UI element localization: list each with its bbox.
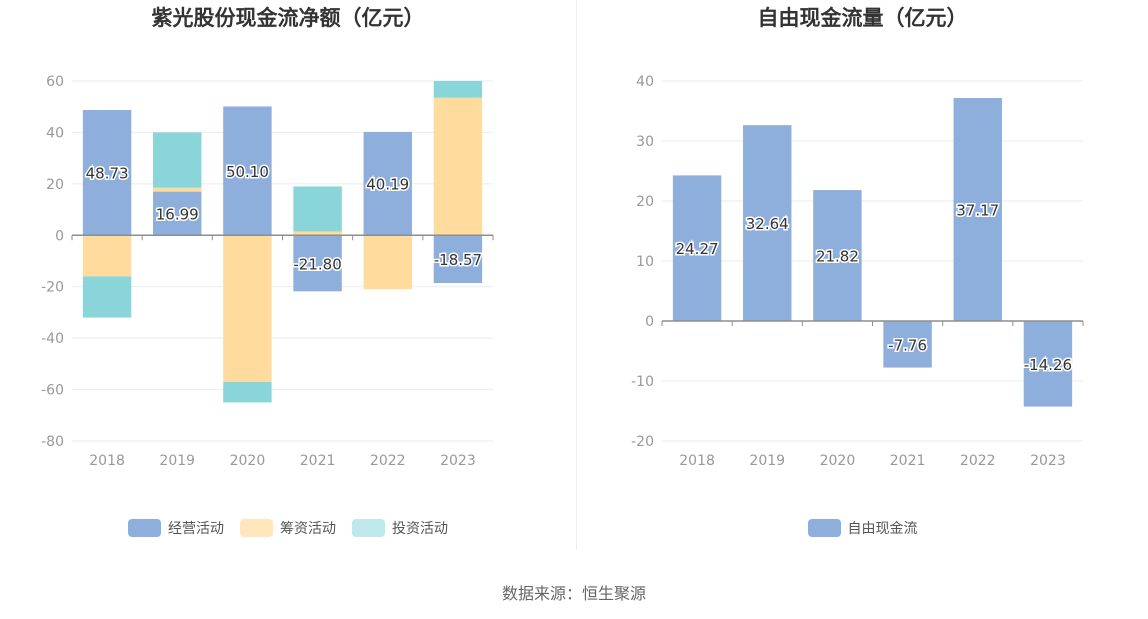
x-tick-label-2018: 2018 — [89, 453, 125, 469]
bar-经营活动-2020 — [223, 106, 272, 236]
legend-item-investing[interactable]: 投资活动 — [352, 518, 448, 538]
bar-自由现金流-2021 — [883, 321, 932, 368]
data-label-2020: 21.82 — [816, 248, 859, 266]
y-tick-label: 20 — [46, 177, 64, 193]
bar-经营活动-2019 — [153, 191, 202, 236]
y-tick-label: 0 — [55, 228, 64, 244]
legend-label-operating: 经营活动 — [168, 521, 224, 537]
bar-自由现金流-2023 — [1023, 321, 1073, 407]
y-tick-label: -20 — [41, 280, 64, 296]
data-label-2018: 24.27 — [676, 240, 719, 258]
x-tick-label-2021: 2021 — [890, 453, 926, 469]
bar-筹资活动-2022 — [363, 235, 412, 290]
data-label-2019: 32.64 — [746, 215, 789, 233]
x-tick-label-2023: 2023 — [1030, 453, 1066, 469]
legend-label-fcf: 自由现金流 — [847, 521, 918, 537]
data-label-2023: -18.57 — [434, 251, 482, 269]
x-tick-label-2020: 2020 — [820, 453, 856, 469]
bar-自由现金流-2019 — [743, 125, 792, 321]
y-tick-label: -20 — [631, 434, 654, 450]
bar-自由现金流-2020 — [813, 190, 862, 321]
y-tick-label: 10 — [636, 254, 654, 270]
free-cash-flow-chart: 40 30 20 10 0 -10 -20 2018 2019 2020 2021 2022 2023 2… — [631, 74, 1084, 469]
bar-经营活动-2022 — [363, 131, 412, 236]
bar-经营活动-2021 — [293, 235, 342, 292]
free-cash-flow-legend: 自由现金流 — [577, 518, 1148, 538]
legend-swatch-operating — [128, 519, 161, 537]
data-label-2021: -7.76 — [888, 336, 927, 354]
data-label-2022: 40.19 — [366, 176, 409, 194]
y-tick-label: 30 — [636, 134, 654, 150]
y-tick-label: 20 — [636, 194, 654, 210]
data-label-2019: 16.99 — [156, 205, 199, 223]
x-tick-label-2022: 2022 — [370, 453, 406, 469]
free-cash-flow-chart-panel: 自由现金流量（亿元） 40 30 20 10 0 -10 -20 2018 2019 2020 20… — [577, 0, 1148, 550]
y-tick-label: 40 — [636, 74, 654, 90]
x-tick-label-2021: 2021 — [300, 453, 336, 469]
bar-筹资活动-2018 — [82, 235, 132, 277]
legend-item-operating[interactable]: 经营活动 — [128, 518, 224, 538]
legend-swatch-investing — [352, 519, 385, 537]
cash-flow-chart: 60 40 20 0 -20 -40 -60 -80 2018 2019 2020 2021 2022 2… — [41, 74, 494, 469]
bar-自由现金流-2022 — [953, 97, 1002, 321]
panel-divider — [576, 0, 577, 550]
x-tick-label-2023: 2023 — [440, 453, 476, 469]
legend-swatch-fcf — [807, 519, 841, 537]
y-tick-label: -10 — [631, 374, 654, 390]
y-tick-label: -60 — [41, 383, 64, 399]
cash-flow-chart-title: 紫光股份现金流净额（亿元） — [151, 6, 425, 30]
x-tick-label-2022: 2022 — [960, 453, 996, 469]
bar-筹资活动-2020 — [223, 235, 272, 382]
bar-投资活动-2018 — [82, 276, 132, 318]
y-tick-label: -40 — [41, 331, 64, 347]
legend-item-financing[interactable]: 筹资活动 — [240, 518, 336, 538]
y-tick-label: 40 — [46, 125, 64, 141]
bar-经营活动-2023 — [433, 235, 483, 284]
data-label-2018: 48.73 — [86, 165, 129, 183]
bar-投资活动-2023 — [433, 81, 483, 98]
bar-投资活动-2020 — [223, 381, 272, 403]
y-tick-label: 60 — [46, 74, 64, 90]
x-tick-label-2019: 2019 — [749, 453, 785, 469]
free-cash-flow-chart-title: 自由现金流量（亿元） — [757, 6, 968, 30]
bar-投资活动-2019 — [153, 132, 202, 188]
cash-flow-legend: 经营活动 筹资活动 投资活动 — [0, 518, 576, 538]
legend-swatch-financing — [240, 519, 273, 537]
data-source-note: 数据来源：恒生聚源 — [501, 584, 646, 603]
y-tick-label: 0 — [645, 314, 654, 330]
bar-经营活动-2018 — [82, 109, 132, 236]
cash-flow-chart-panel: 紫光股份现金流净额（亿元） 60 40 20 0 -20 -40 -60 -80 2018 201… — [0, 0, 576, 550]
x-tick-label-2019: 2019 — [159, 453, 195, 469]
data-label-2023: -14.26 — [1024, 356, 1072, 374]
bar-自由现金流-2018 — [672, 175, 722, 321]
bar-筹资活动-2023 — [433, 97, 483, 236]
data-label-2022: 37.17 — [956, 201, 999, 219]
data-label-2021: -21.80 — [293, 255, 341, 273]
bar-筹资活动-2021 — [293, 231, 342, 236]
legend-label-financing: 筹资活动 — [280, 521, 336, 537]
y-tick-label: -80 — [41, 434, 64, 450]
bar-投资活动-2021 — [293, 186, 342, 232]
x-tick-label-2018: 2018 — [679, 453, 715, 469]
x-tick-label-2020: 2020 — [230, 453, 266, 469]
data-label-2020: 50.10 — [226, 163, 269, 181]
legend-item-fcf[interactable]: 自由现金流 — [807, 518, 918, 538]
bar-筹资活动-2019 — [153, 187, 202, 192]
legend-label-investing: 投资活动 — [392, 521, 448, 537]
